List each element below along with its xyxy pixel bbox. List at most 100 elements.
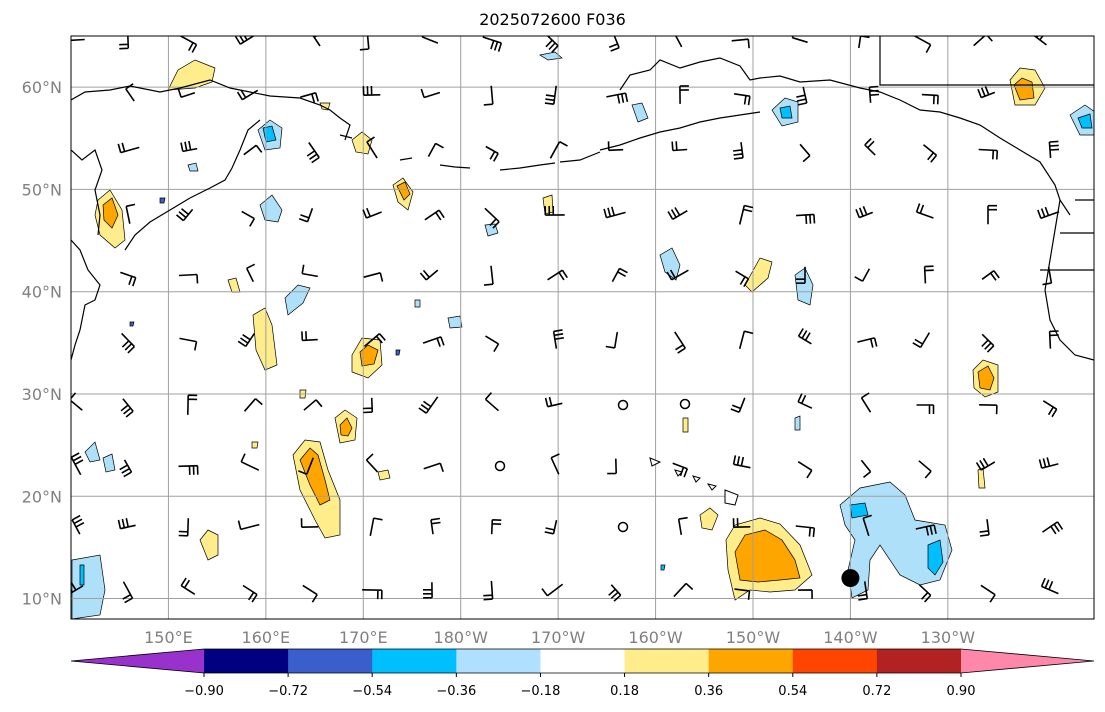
wind-barb: [369, 517, 383, 537]
wind-barb: [860, 459, 872, 479]
wind-barb: [125, 83, 135, 102]
wind-barb: [672, 462, 689, 478]
calm-wind-circles: [494, 398, 691, 533]
wind-barb: [918, 460, 932, 479]
wind-barb: [732, 455, 751, 469]
wind-barb: [1042, 400, 1058, 418]
wind-barb: [667, 207, 688, 220]
wind-barb: [298, 457, 314, 475]
colorbar-tick-label: −0.72: [268, 684, 308, 699]
wind-barb: [916, 404, 935, 414]
wind-barb: [121, 332, 135, 354]
lon-tick-label: 150°W: [726, 628, 781, 647]
wind-barb: [125, 203, 136, 224]
wind-barb: [301, 331, 318, 342]
wind-barb: [979, 404, 998, 415]
wind-barb: [733, 93, 751, 106]
wind-barb: [1040, 577, 1059, 595]
wind-barb: [1042, 521, 1064, 535]
wind-barb: [1042, 266, 1053, 286]
wind-barb: [981, 270, 1000, 281]
wind-barb: [912, 332, 931, 349]
wind-barb: [363, 397, 374, 414]
colorbar-extend-max: [961, 649, 1094, 673]
wind-barb: [427, 142, 444, 157]
colorbar-tick-labels: −0.90 −0.72 −0.54 −0.36 −0.18 0.18 0.36 0.54 0.7…: [184, 673, 975, 699]
wind-barb: [666, 269, 689, 281]
wind-barb: [298, 208, 314, 223]
wind-barb: [119, 36, 130, 50]
lat-tick-label: 60°N: [22, 78, 62, 97]
wind-barb: [237, 520, 260, 531]
colorbar-tick-label: −0.90: [184, 684, 224, 699]
wind-barb: [485, 145, 499, 162]
wind-barb: [731, 38, 750, 49]
lon-tick-label: 160°E: [242, 628, 291, 647]
wind-barb: [544, 396, 563, 408]
wind-barb: [797, 328, 812, 345]
wind-barb: [550, 453, 560, 475]
wind-barb: [799, 143, 811, 163]
hawaii-islands: [649, 457, 739, 506]
lat-tick-label: 40°N: [22, 283, 62, 302]
wind-barb: [607, 141, 624, 152]
wind-barb: [180, 140, 198, 153]
wind-barb: [312, 36, 321, 47]
wind-barb: [485, 335, 500, 353]
wind-barb: [175, 208, 194, 222]
wind-barb: [421, 36, 439, 44]
colorbar-swatch: [792, 649, 878, 673]
negative-anomaly-areas: [71, 51, 1094, 619]
wind-barb: [483, 580, 494, 601]
wind-barb: [240, 453, 260, 471]
map-gridlines: [71, 36, 1094, 619]
wind-barb: [1033, 36, 1047, 46]
wind-barb: [987, 204, 997, 225]
wind-barb: [363, 272, 384, 282]
wind-barb: [923, 265, 934, 284]
coastlines: [71, 36, 1094, 361]
wind-barb: [544, 520, 558, 535]
wind-barb: [243, 144, 263, 156]
wind-barb: [607, 458, 617, 475]
wind-barb: [245, 263, 256, 283]
wind-barb: [671, 141, 688, 152]
wind-barb: [797, 461, 813, 479]
wind-barb: [679, 85, 689, 104]
wind-barb: [179, 36, 198, 53]
colorbar-swatch: [204, 649, 289, 673]
wind-barb: [732, 518, 751, 528]
wind-barb: [117, 142, 140, 154]
wind-barbs: [71, 36, 1064, 604]
wind-barb: [483, 85, 494, 106]
wind-barb: [915, 524, 937, 536]
wind-barb: [420, 88, 441, 99]
wind-barb: [71, 581, 84, 594]
lat-tick-label: 50°N: [22, 180, 62, 199]
wind-barb: [366, 136, 378, 159]
colorbar-swatch: [372, 649, 457, 673]
wind-barb: [363, 332, 386, 348]
wind-barb: [365, 453, 379, 473]
wind-barb: [362, 85, 381, 96]
storm-position-marker: [841, 569, 860, 588]
wind-barb: [606, 92, 629, 104]
wind-barb: [730, 397, 746, 413]
wind-barb: [796, 266, 806, 284]
wind-barb: [541, 583, 564, 597]
colorbar-tick-label: 0.18: [610, 684, 639, 699]
wind-barb: [545, 36, 559, 53]
lon-tick-label: 140°W: [823, 628, 878, 647]
wind-barb: [735, 270, 750, 287]
map-title: 2025072600 F036: [479, 10, 626, 29]
wind-barb: [1048, 140, 1060, 159]
wind-barb: [71, 514, 85, 535]
wind-barb: [913, 36, 932, 53]
wind-barb: [178, 464, 199, 475]
positive-anomaly-areas: [94, 59, 1046, 601]
wind-barb: [862, 514, 872, 537]
wind-barb: [611, 267, 628, 282]
wind-barb: [242, 584, 258, 603]
wind-barb: [674, 36, 683, 48]
wind-barb: [864, 137, 876, 156]
